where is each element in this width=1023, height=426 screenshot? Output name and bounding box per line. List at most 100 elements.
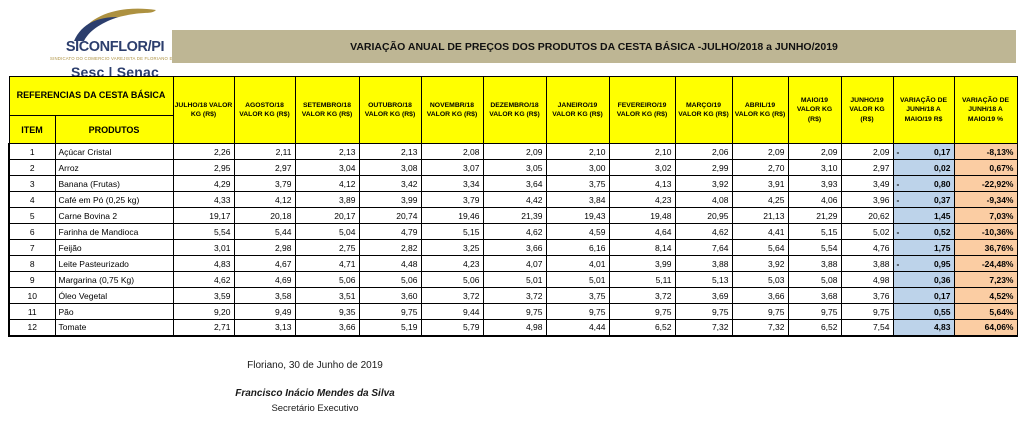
product-name-cell: Açúcar Cristal xyxy=(54,143,174,160)
products-column-header: PRODUTOS xyxy=(54,115,174,144)
price-cell: 2,10 xyxy=(608,143,676,160)
price-cell: 2,82 xyxy=(358,239,422,256)
variation-pct-cell: 7,23% xyxy=(953,271,1018,288)
price-cell: 3,05 xyxy=(482,159,547,176)
price-cell: 3,66 xyxy=(482,239,547,256)
price-cell: 3,59 xyxy=(172,287,235,304)
price-cell: 2,13 xyxy=(358,143,422,160)
price-cell: 2,09 xyxy=(840,143,894,160)
negative-sign: - xyxy=(896,178,900,189)
variation-rs-cell: - 0,80 xyxy=(892,175,955,192)
price-cell: 19,43 xyxy=(545,207,610,224)
price-cell: 4,06 xyxy=(787,191,842,208)
price-cell: 3,75 xyxy=(545,287,610,304)
product-name-cell: Pão xyxy=(54,303,174,320)
table-row: 6 Farinha de Mandioca 5,54 5,44 5,04 4,79 5,15… xyxy=(8,223,1018,240)
negative-sign: - xyxy=(896,194,900,205)
price-cell: 3,92 xyxy=(731,255,789,272)
price-cell: 4,71 xyxy=(294,255,360,272)
price-cell: 3,75 xyxy=(545,175,610,192)
month-column-header: ABRIL/19 VALOR KG (R$) xyxy=(731,76,789,144)
price-cell: 3,49 xyxy=(840,175,894,192)
item-number-cell: 8 xyxy=(8,255,56,272)
price-cell: 3,13 xyxy=(233,319,296,337)
signature-role: Secretário Executivo xyxy=(271,403,359,414)
price-cell: 21,29 xyxy=(787,207,842,224)
negative-sign: - xyxy=(896,226,900,237)
price-cell: 4,29 xyxy=(172,175,235,192)
month-column-header: SETEMBRO/18 VALOR KG (R$) xyxy=(294,76,360,144)
product-name-cell: Carne Bovina 2 xyxy=(54,207,174,224)
price-cell: 3,89 xyxy=(294,191,360,208)
price-cell: 5,15 xyxy=(787,223,842,240)
product-name-cell: Banana (Frutas) xyxy=(54,175,174,192)
price-cell: 7,32 xyxy=(674,319,733,337)
price-cell: 3,69 xyxy=(674,287,733,304)
variation-rs-cell: 0,55 xyxy=(892,303,955,320)
price-cell: 3,91 xyxy=(731,175,789,192)
item-number-cell: 9 xyxy=(8,271,56,288)
price-cell: 4,12 xyxy=(233,191,296,208)
variation-rs-value: 1,45 xyxy=(933,210,951,221)
variation-rs-value: 0,80 xyxy=(933,178,951,189)
price-cell: 20,95 xyxy=(674,207,733,224)
price-cell: 4,69 xyxy=(233,271,296,288)
price-cell: 2,98 xyxy=(233,239,296,256)
item-number-cell: 3 xyxy=(8,175,56,192)
price-cell: 4,23 xyxy=(420,255,484,272)
price-cell: 4,62 xyxy=(172,271,235,288)
variation-rs-cell: - 0,17 xyxy=(892,143,955,160)
price-cell: 9,75 xyxy=(482,303,547,320)
price-cell: 9,49 xyxy=(233,303,296,320)
siconflor-logo: SICONFLOR/PI SINDICATO DO COMERCIO VAREJ… xyxy=(50,5,192,80)
price-cell: 3,42 xyxy=(358,175,422,192)
table-row: 2 Arroz 2,95 2,97 3,04 3,08 3,07 3,05 3,00 3,02 2,… xyxy=(8,159,1018,176)
price-cell: 3,76 xyxy=(840,287,894,304)
table-row: 3 Banana (Frutas) 4,29 3,79 4,12 3,42 3,34 3,64… xyxy=(8,175,1018,192)
price-cell: 3,01 xyxy=(172,239,235,256)
price-cell: 2,70 xyxy=(731,159,789,176)
price-cell: 19,17 xyxy=(172,207,235,224)
month-column-header: JUNHO/19 VALOR KG (R$) xyxy=(840,76,894,144)
price-cell: 2,97 xyxy=(840,159,894,176)
variation-rs-cell: 0,02 xyxy=(892,159,955,176)
price-cell: 4,62 xyxy=(674,223,733,240)
price-cell: 5,01 xyxy=(482,271,547,288)
month-column-header: OUTUBRO/18 VALOR KG (R$) xyxy=(358,76,422,144)
variation-rs-value: 0,37 xyxy=(933,194,951,205)
price-cell: 3,99 xyxy=(358,191,422,208)
price-cell: 2,06 xyxy=(674,143,733,160)
variation-pct-cell: 36,76% xyxy=(953,239,1018,256)
price-cell: 9,20 xyxy=(172,303,235,320)
price-cell: 9,35 xyxy=(294,303,360,320)
price-cell: 2,75 xyxy=(294,239,360,256)
price-cell: 20,18 xyxy=(233,207,296,224)
price-cell: 3,07 xyxy=(420,159,484,176)
price-cell: 5,06 xyxy=(420,271,484,288)
variation-rs-cell: 1,45 xyxy=(892,207,955,224)
price-cell: 4,48 xyxy=(358,255,422,272)
variation-rs-cell: 4,83 xyxy=(892,319,955,337)
price-cell: 5,54 xyxy=(172,223,235,240)
header-row-sub: ITEM PRODUTOS xyxy=(8,115,1017,144)
price-cell: 3,72 xyxy=(608,287,676,304)
variation-rs-value: 0,17 xyxy=(933,146,951,157)
price-cell: 3,92 xyxy=(674,175,733,192)
month-column-header: DEZEMBRO/18 VALOR KG (R$) xyxy=(482,76,547,144)
product-name-cell: Óleo Vegetal xyxy=(54,287,174,304)
price-cell: 5,54 xyxy=(787,239,842,256)
variation-rs-cell: 1,75 xyxy=(892,239,955,256)
variation-rs-value: 0,17 xyxy=(933,290,951,301)
month-column-header: NOVEMBR/18 VALOR KG (R$) xyxy=(420,76,484,144)
variation-pct-column-header: VARIAÇÃO DE JUNH/18 A MAIO/19 % xyxy=(953,76,1018,144)
variation-pct-cell: 4,52% xyxy=(953,287,1018,304)
price-cell: 4,83 xyxy=(172,255,235,272)
corner-header: REFERENCIAS DA CESTA BÁSICA xyxy=(8,76,174,116)
report-title: VARIAÇÃO ANUAL DE PREÇOS DOS PRODUTOS DA… xyxy=(350,40,838,53)
price-cell: 2,13 xyxy=(294,143,360,160)
variation-rs-cell: 0,17 xyxy=(892,287,955,304)
price-cell: 3,51 xyxy=(294,287,360,304)
price-cell: 21,13 xyxy=(731,207,789,224)
variation-rs-value: 0,95 xyxy=(933,258,951,269)
table-row: 1 Açúcar Cristal 2,26 2,11 2,13 2,13 2,08 2,09 2… xyxy=(8,143,1018,160)
